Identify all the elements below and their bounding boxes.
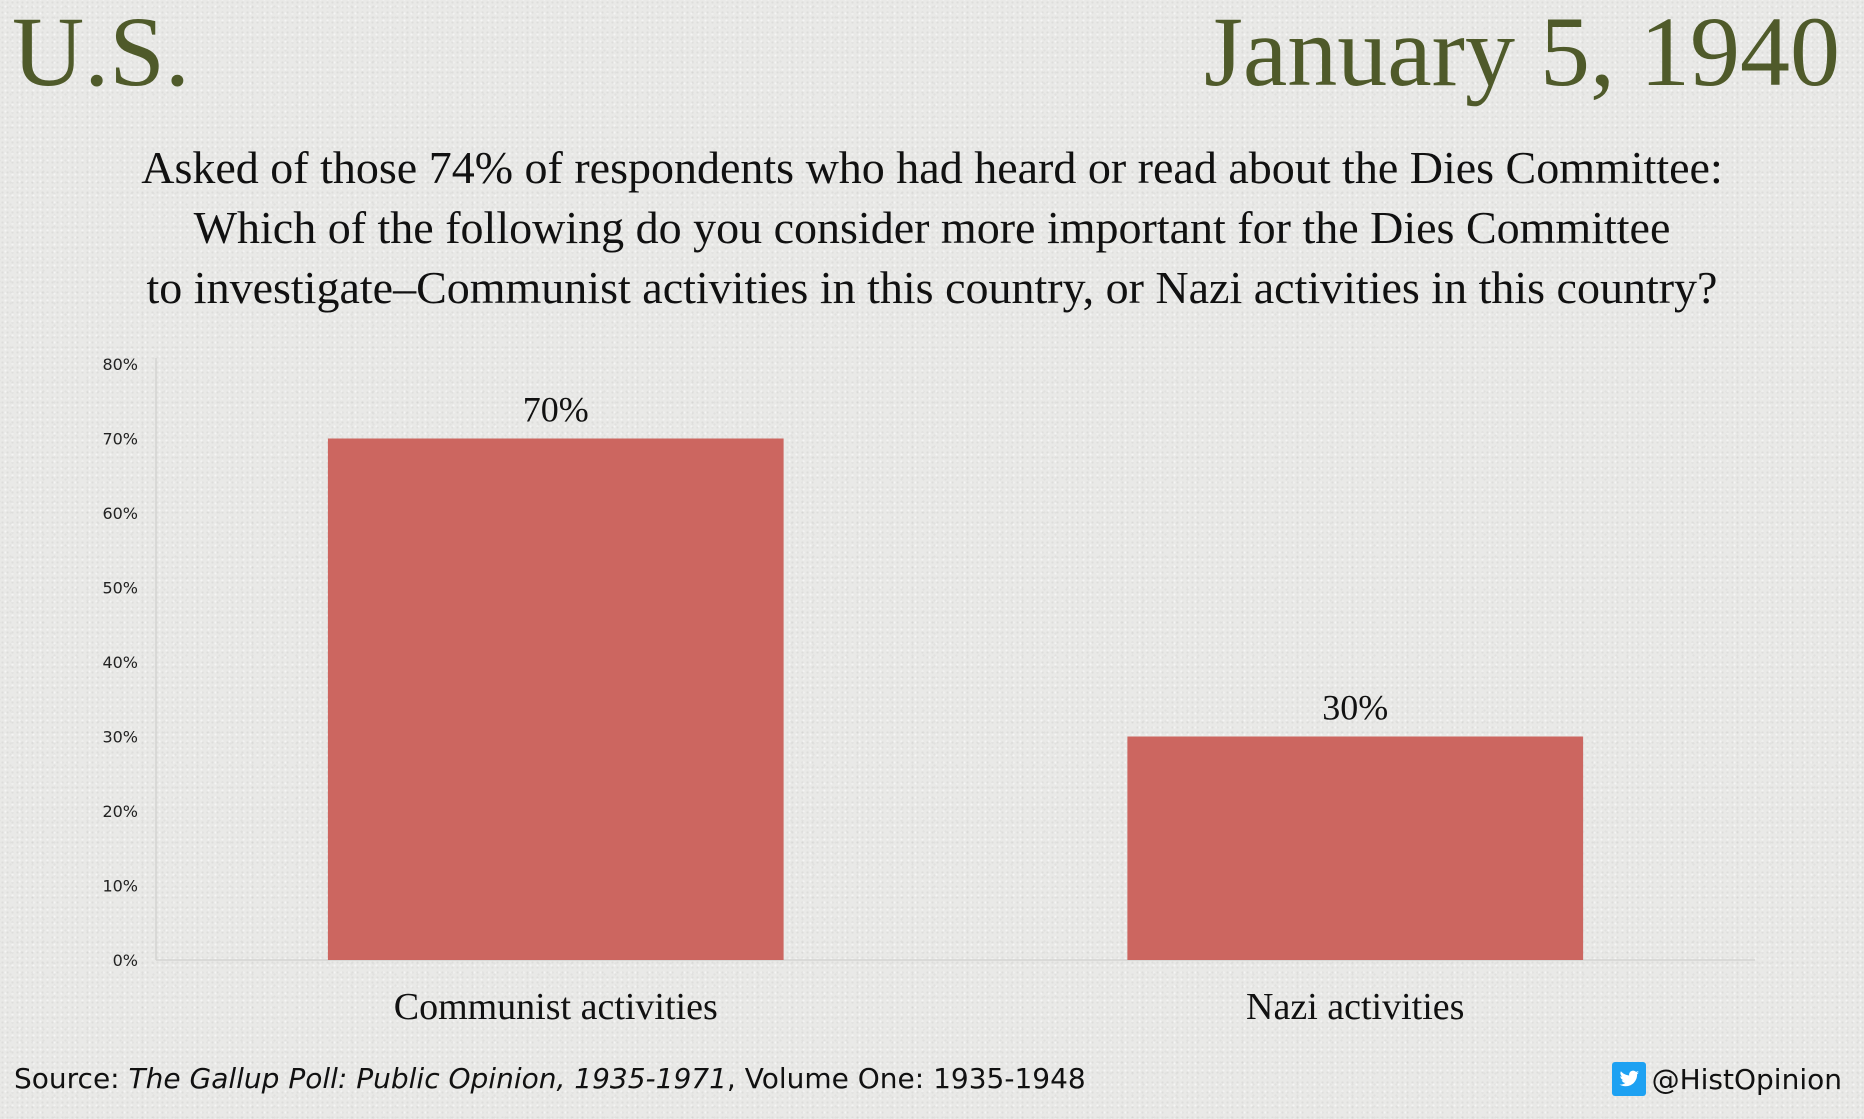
y-tick-label: 40%: [102, 653, 138, 672]
bar-value-label: 30%: [1322, 688, 1388, 728]
source-title: The Gallup Poll: Public Opinion, 1935-19…: [128, 1062, 727, 1095]
y-tick-label: 60%: [102, 504, 138, 523]
question-line-2: Which of the following do you consider m…: [193, 202, 1671, 253]
poll-question: Asked of those 74% of respondents who ha…: [0, 138, 1864, 318]
bar-value-label: 70%: [523, 390, 589, 430]
source-citation: Source: The Gallup Poll: Public Opinion,…: [14, 1062, 1086, 1095]
y-tick-label: 0%: [113, 951, 138, 970]
bar-chart: 0% 10% 20% 30% 40% 50% 60% 70% 80% 70% Communist a…: [102, 355, 1755, 1028]
y-tick-label: 30%: [102, 728, 138, 747]
twitter-handle[interactable]: @HistOpinion: [1611, 1062, 1842, 1096]
source-suffix: , Volume One: 1935-1948: [726, 1062, 1086, 1095]
source-prefix: Source:: [14, 1062, 129, 1095]
question-line-3: to investigate–Communist activities in t…: [146, 262, 1718, 313]
poll-date: January 5, 1940: [1204, 0, 1840, 107]
twitter-icon: [1611, 1062, 1646, 1096]
y-tick-label: 70%: [102, 430, 138, 449]
category-label: Communist activities: [394, 986, 718, 1028]
y-tick-label: 20%: [102, 802, 138, 821]
y-tick-label: 50%: [102, 579, 138, 598]
y-tick-label: 10%: [102, 877, 138, 896]
bar: [327, 438, 784, 960]
y-tick-label: 80%: [102, 355, 138, 374]
bar: [1127, 736, 1584, 960]
question-line-1: Asked of those 74% of respondents who ha…: [141, 142, 1723, 193]
region-label: U.S.: [12, 0, 190, 107]
category-label: Nazi activities: [1246, 986, 1464, 1028]
handle-text: @HistOpinion: [1651, 1062, 1842, 1096]
